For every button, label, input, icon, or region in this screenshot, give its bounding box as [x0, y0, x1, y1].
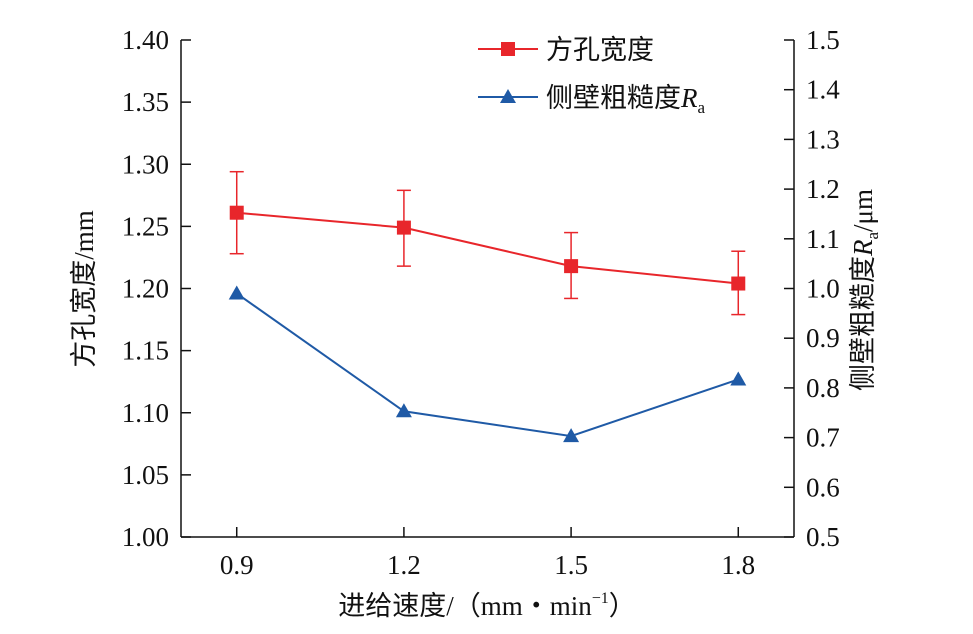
- roughness-series-line: [236, 292, 739, 438]
- legend-entry-roughness: 侧壁粗糙度Ra: [478, 83, 706, 117]
- width-series-line: [236, 211, 739, 285]
- roughness-data-point: [563, 428, 580, 443]
- left-y-axis-label-text: 方孔宽度/mm: [69, 210, 99, 368]
- legend-label-roughness-sub: a: [698, 98, 706, 117]
- right-tick-label: 1.2: [806, 174, 840, 204]
- axis-ticks: 1.00 1.05 1.10 1.15 1.20 1.25 1.30 1.35 1.40 0.5 0…: [122, 25, 841, 580]
- width-data-point: [564, 259, 579, 274]
- right-y-axis-label: 侧壁粗糙度Ra/μm: [848, 189, 882, 391]
- left-tick-label: 1.30: [122, 149, 169, 179]
- legend-entry-width: 方孔宽度: [478, 35, 654, 65]
- left-tick-label: 1.20: [122, 274, 169, 304]
- roughness-data-point: [730, 371, 747, 386]
- legend-marker-square: [501, 42, 515, 56]
- right-tick-label: 1.1: [806, 224, 840, 254]
- legend-label-roughness-pre: 侧壁粗糙度: [546, 83, 681, 113]
- right-tick-label: 1.4: [806, 75, 840, 105]
- right-tick-label: 0.7: [806, 423, 840, 453]
- right-y-axis-label-var: R: [848, 239, 878, 257]
- legend: 方孔宽度 侧壁粗糙度Ra: [478, 35, 706, 117]
- left-tick-label: 1.35: [122, 87, 169, 117]
- series-layer: [228, 170, 747, 443]
- left-tick-label: 1.15: [122, 336, 169, 366]
- right-tick-label: 0.9: [806, 323, 840, 353]
- roughness-data-point: [395, 403, 412, 418]
- legend-marker-triangle: [500, 89, 516, 103]
- left-tick-label: 1.05: [122, 460, 169, 490]
- x-axis-label-superscript: −1: [592, 590, 609, 607]
- left-tick-label: 1.10: [122, 398, 169, 428]
- x-tick-label: 1.8: [721, 550, 755, 580]
- x-axis-label-close: ）: [609, 591, 636, 621]
- x-tick-label: 1.2: [387, 550, 421, 580]
- x-axis-label-text: 进给速度/（mm・min: [338, 591, 592, 621]
- right-y-axis-label-sub: a: [863, 232, 882, 240]
- legend-label-roughness-var: R: [680, 83, 698, 113]
- right-tick-label: 1.0: [806, 274, 840, 304]
- width-data-point: [396, 220, 411, 235]
- right-y-axis-label-text: 侧壁粗糙度: [848, 256, 878, 391]
- left-tick-label: 1.25: [122, 211, 169, 241]
- right-tick-label: 0.5: [806, 522, 840, 552]
- x-tick-label: 0.9: [220, 550, 254, 580]
- right-tick-label: 1.5: [806, 25, 840, 55]
- x-tick-label: 1.5: [554, 550, 588, 580]
- legend-label-width: 方孔宽度: [546, 35, 654, 65]
- right-tick-label: 0.6: [806, 472, 840, 502]
- right-tick-label: 1.3: [806, 124, 840, 154]
- roughness-data-point: [228, 285, 245, 300]
- right-tick-label: 0.8: [806, 373, 840, 403]
- left-tick-label: 1.00: [122, 522, 169, 552]
- legend-label-roughness: 侧壁粗糙度Ra: [546, 83, 706, 117]
- width-data-point: [229, 205, 244, 220]
- left-y-axis-label: 方孔宽度/mm: [69, 210, 99, 368]
- left-tick-label: 1.40: [122, 25, 169, 55]
- width-data-point: [731, 276, 746, 291]
- x-axis-label: 进给速度/（mm・min−1）: [338, 590, 636, 621]
- legend-label-width-text: 方孔宽度: [546, 35, 654, 65]
- right-y-axis-label-unit: /μm: [848, 189, 878, 232]
